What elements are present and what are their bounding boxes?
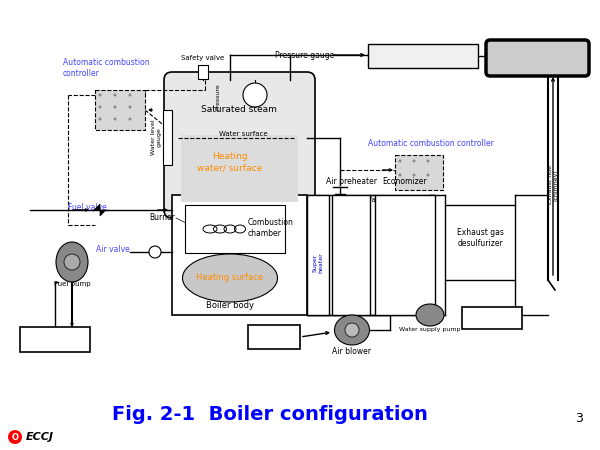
Circle shape [427,174,430,176]
Bar [445,205,515,280]
Ellipse shape [335,315,370,345]
Circle shape [398,159,401,162]
Text: Heating surface: Heating surface [197,274,263,283]
Circle shape [398,174,401,176]
Circle shape [113,94,116,96]
Text: Water: Water [476,313,509,323]
Bar [172,195,307,315]
Text: Water surface: Water surface [218,131,268,137]
Text: Saturated steam: Saturated steam [201,105,277,114]
Bar [185,205,285,253]
Circle shape [128,117,131,121]
Bar [307,195,329,315]
Text: Fuel pump: Fuel pump [53,281,91,287]
Circle shape [413,174,415,176]
Bar [95,90,145,130]
Text: Exhaust gas: Exhaust gas [494,51,580,64]
Circle shape [345,323,359,337]
Bar [332,195,370,315]
Text: Water supply pump: Water supply pump [399,328,461,333]
Text: Water feed  valve: Water feed valve [365,197,427,203]
Text: O: O [11,432,19,441]
Text: Super
heater: Super heater [313,252,323,273]
Bar [375,195,435,315]
Ellipse shape [56,242,88,282]
Bar [368,44,478,68]
Circle shape [128,105,131,108]
Polygon shape [94,204,100,210]
Circle shape [8,430,22,444]
Text: ECCJ: ECCJ [26,432,54,442]
Text: Burner: Burner [149,213,175,222]
Polygon shape [100,210,106,216]
Circle shape [113,105,116,108]
Bar [20,327,90,352]
Text: Air blower: Air blower [332,347,371,356]
Text: Pressure: Pressure [215,84,221,110]
Text: Superheated steam: Superheated steam [379,51,467,60]
Text: Exhaust flue
(chimney): Exhaust flue (chimney) [548,166,559,204]
Text: Air: Air [266,332,281,342]
FancyBboxPatch shape [486,40,589,76]
Bar [395,155,443,190]
Text: Boiler body: Boiler body [206,301,254,310]
Text: Fig. 2-1  Boiler configuration: Fig. 2-1 Boiler configuration [112,405,428,424]
Circle shape [149,246,161,258]
Bar [462,307,522,329]
FancyBboxPatch shape [164,72,315,218]
Text: Automatic combustion controller: Automatic combustion controller [368,140,494,148]
Text: Heating
water∕ surface: Heating water∕ surface [197,152,263,172]
Ellipse shape [416,304,444,326]
Text: Automatic combustion
controller: Automatic combustion controller [63,58,149,78]
Text: Fuel valve: Fuel valve [68,202,107,211]
Bar [198,65,208,79]
Text: Air preheater: Air preheater [325,177,377,186]
Circle shape [427,159,430,162]
Circle shape [98,94,101,96]
Text: Pressure gauge: Pressure gauge [275,51,334,60]
Bar [163,110,172,165]
Ellipse shape [182,254,277,302]
Circle shape [98,117,101,121]
Circle shape [128,94,131,96]
Bar [248,325,300,349]
Circle shape [64,254,80,270]
Text: Fuel: Fuel [42,333,68,346]
Circle shape [98,105,101,108]
Text: Air valve: Air valve [96,246,130,255]
Circle shape [413,159,415,162]
Text: Combustion
chamber: Combustion chamber [248,218,294,238]
Text: Water level
gauge: Water level gauge [151,119,161,155]
Text: 3: 3 [575,411,583,424]
Bar [181,135,298,202]
Circle shape [243,83,267,107]
Text: Economizer: Economizer [383,177,427,186]
Text: Exhaust gas
desulfurizer: Exhaust gas desulfurizer [457,228,503,248]
Circle shape [113,117,116,121]
Text: Safety valve: Safety valve [181,55,224,61]
